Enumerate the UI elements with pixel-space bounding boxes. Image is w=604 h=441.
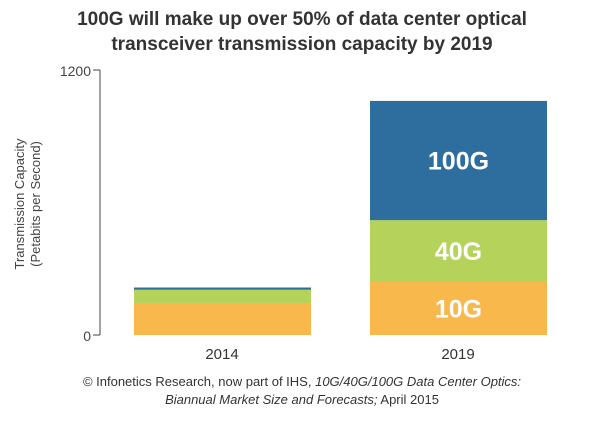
chart-title: 100G will make up over 50% of data cente… (0, 7, 604, 57)
bar-2014-40G (134, 289, 311, 303)
chart-title-line-2: transceiver transmission capacity by 201… (111, 34, 493, 55)
bar-2014-100G (134, 287, 311, 290)
source-text-prefix: © Infonetics Research, now part of IHS, (82, 374, 316, 389)
y-tick-label-0: 0 (83, 328, 91, 344)
source-report-title-2: Biannual Market Size and Forecasts; (165, 392, 378, 407)
source-report-title-1: 10G/40G/100G Data Center Optics: (315, 374, 522, 389)
segment-label-10G: 10G (435, 296, 482, 324)
bars-group: 10G 40G 100G (134, 100, 547, 335)
y-tick-label-1200: 1200 (60, 63, 91, 79)
bar-2019-100G (370, 100, 547, 221)
source-date: April 2015 (377, 392, 439, 407)
segment-label-100G: 100G (428, 148, 489, 176)
source-note: © Infonetics Research, now part of IHS, … (0, 373, 604, 409)
segment-label-40G: 40G (435, 238, 482, 266)
x-tick-label-2014: 2014 (205, 346, 238, 363)
bar-2014-10G (134, 302, 311, 335)
bar-2019-40G (370, 220, 547, 282)
x-tick-label-2019: 2019 (441, 346, 474, 363)
y-axis-label-line-1: Transmission Capacity (12, 138, 27, 270)
bar-2019-10G (370, 282, 547, 335)
source-line-2: Biannual Market Size and Forecasts; Apri… (0, 391, 604, 409)
chart-title-line-1: 100G will make up over 50% of data cente… (77, 9, 527, 30)
source-line-1: © Infonetics Research, now part of IHS, … (0, 373, 604, 391)
y-axis-label-line-2: (Petabits per Second) (28, 141, 43, 267)
